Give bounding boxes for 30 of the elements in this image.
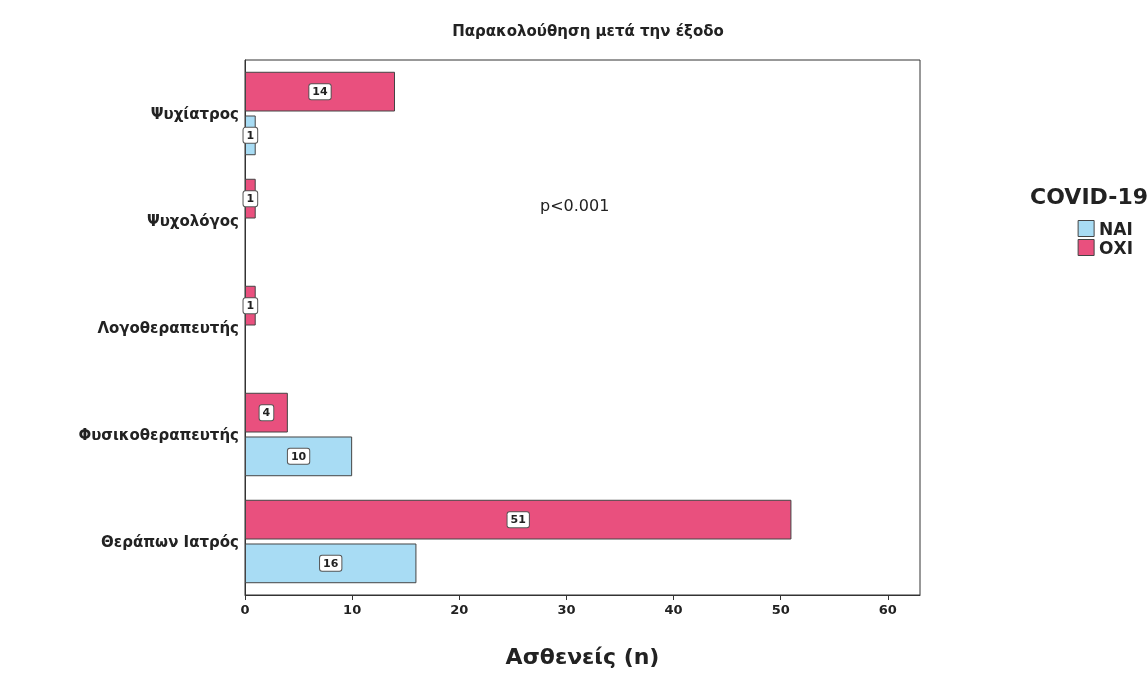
bar bbox=[245, 71, 395, 112]
legend-label: ΝΑΙ bbox=[1099, 218, 1133, 239]
bar bbox=[245, 543, 417, 584]
bar bbox=[245, 499, 792, 540]
x-tick-label: 50 bbox=[771, 602, 790, 617]
x-tick-label: 40 bbox=[664, 602, 683, 617]
data-label: 16 bbox=[323, 556, 339, 570]
x-tick-label: 20 bbox=[450, 602, 469, 617]
y-tick-label: Φυσικοθεραπευτής bbox=[78, 425, 239, 444]
legend-title: COVID-19 bbox=[1030, 183, 1148, 209]
data-label: 1 bbox=[246, 128, 255, 142]
data-label: 10 bbox=[290, 449, 307, 463]
data-label: 1 bbox=[246, 299, 255, 313]
x-axis-title: Ασθενείς (n) bbox=[505, 643, 660, 669]
y-tick-label: Ψυχίατρος bbox=[150, 104, 239, 123]
chart-title: Παρακολούθηση μετά την έξοδο bbox=[452, 21, 724, 40]
data-label: 1 bbox=[246, 192, 255, 206]
x-tick-label: 10 bbox=[343, 602, 362, 617]
y-tick-label: Ψυχολόγος bbox=[146, 211, 239, 230]
data-label: 4 bbox=[262, 406, 271, 420]
bar bbox=[245, 436, 353, 477]
data-label: 14 bbox=[312, 85, 328, 99]
x-tick-label: 30 bbox=[557, 602, 576, 617]
x-tick-label: 0 bbox=[240, 602, 250, 617]
x-tick-label: 60 bbox=[878, 602, 897, 617]
annotation: p<0.001 bbox=[540, 195, 610, 215]
y-tick-label: Λογοθεραπευτής bbox=[97, 318, 239, 337]
y-tick-label: Θεράπων Ιατρός bbox=[101, 532, 239, 551]
legend-label: ΟΧΙ bbox=[1099, 237, 1134, 258]
data-label: 51 bbox=[510, 513, 526, 527]
